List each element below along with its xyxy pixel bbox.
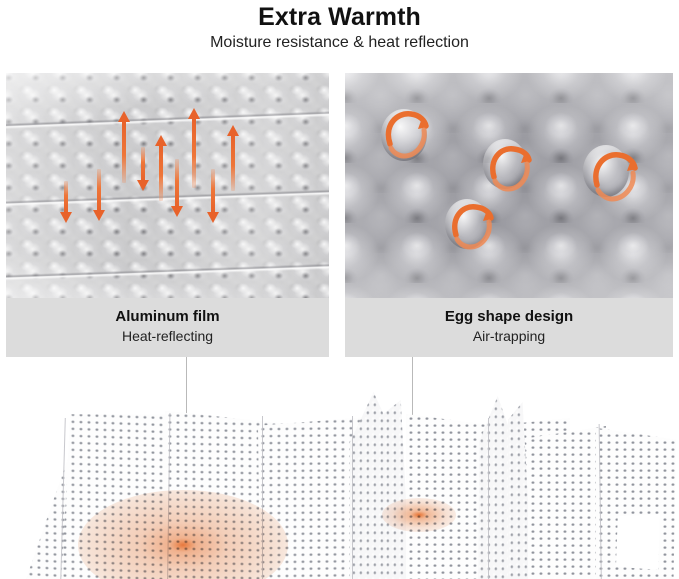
product-fold-crease bbox=[262, 416, 263, 579]
product-logo-patch bbox=[616, 514, 660, 570]
caption-subtitle: Heat-reflecting bbox=[121, 328, 214, 344]
product-illustration bbox=[0, 372, 679, 579]
panel-aluminum-film bbox=[6, 73, 329, 298]
heat-arrow-up-icon bbox=[118, 111, 130, 183]
air-swirl-arrow-icon bbox=[378, 104, 432, 166]
air-swirl-arrow-icon bbox=[445, 197, 497, 257]
product-fold-crease bbox=[488, 418, 489, 579]
product-fold-ridge bbox=[478, 396, 512, 579]
heat-arrow-up-icon bbox=[188, 108, 200, 188]
heat-arrow-down-icon bbox=[207, 169, 219, 223]
leader-line-aluminum-film bbox=[186, 357, 187, 432]
caption-title: Aluminum film bbox=[115, 308, 220, 325]
heat-arrow-down-icon bbox=[137, 147, 149, 191]
air-swirl-arrow-icon bbox=[585, 145, 641, 207]
air-swirl-arrow-icon bbox=[483, 139, 535, 199]
caption-aluminum-film: Aluminum film Heat-reflecting bbox=[6, 298, 329, 357]
caption-title: Egg shape design bbox=[444, 308, 574, 325]
heat-arrow-down-icon bbox=[60, 181, 72, 223]
product-fold-crease bbox=[352, 416, 353, 579]
heat-arrow-down-icon bbox=[171, 159, 183, 217]
panel-egg-shape-design bbox=[345, 73, 673, 298]
heat-arrow-up-icon bbox=[227, 125, 239, 191]
leader-line-egg-shape-design bbox=[412, 357, 413, 430]
page-title: Extra Warmth bbox=[258, 3, 421, 31]
heat-arrow-down-icon bbox=[93, 169, 105, 221]
caption-subtitle: Air-trapping bbox=[472, 328, 546, 344]
caption-egg-shape-design: Egg shape design Air-trapping bbox=[345, 298, 673, 357]
product-fold-panel bbox=[528, 426, 606, 579]
page-subtitle: Moisture resistance & heat reflection bbox=[210, 34, 469, 51]
foil-sheen-overlay bbox=[6, 73, 329, 298]
heat-arrow-up-icon bbox=[155, 135, 167, 201]
